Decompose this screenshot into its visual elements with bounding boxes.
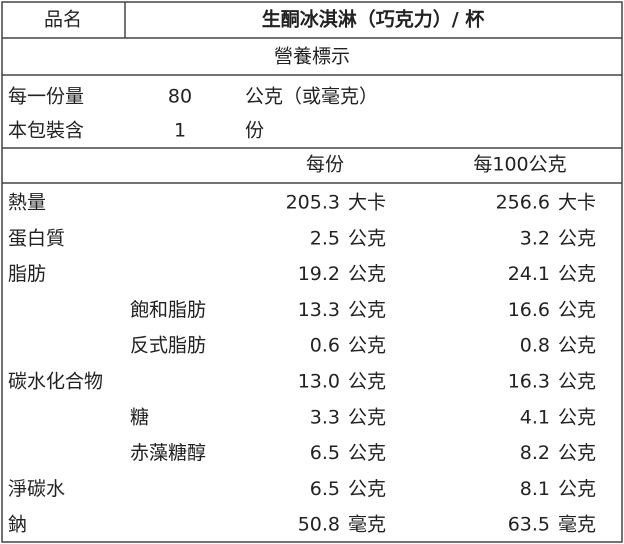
nutrient-name: 鈉 [8, 514, 27, 536]
nutrient-name: 反式脂肪 [130, 335, 206, 357]
per-serving-value: 13.0 [298, 371, 340, 393]
per-serving-value: 0.6 [310, 335, 340, 357]
nutrient-name: 飽和脂肪 [130, 299, 206, 321]
per-serving-unit: 毫克 [348, 514, 386, 536]
per-serving-unit: 公克 [348, 263, 386, 285]
serving-label: 本包裝含 [8, 120, 84, 142]
per-100g-value: 256.6 [496, 192, 550, 214]
per-100g-value: 16.3 [508, 371, 550, 393]
per-serving-unit: 公克 [348, 371, 386, 393]
per-serving-unit: 公克 [348, 478, 386, 500]
serving-value: 1 [174, 120, 186, 142]
title: 營養標示 [274, 46, 350, 68]
nutrient-name: 赤藻糖醇 [130, 442, 206, 464]
per-100g-value: 8.1 [520, 478, 550, 500]
per-100g-value: 0.8 [520, 335, 550, 357]
per-serving-value: 6.5 [310, 478, 340, 500]
nutrient-name: 淨碳水 [8, 478, 65, 500]
nutrient-name: 糖 [130, 406, 149, 428]
per-100g-unit: 毫克 [558, 514, 596, 536]
per-serving-unit: 公克 [348, 299, 386, 321]
per-serving-value: 13.3 [298, 299, 340, 321]
nutrient-name: 熱量 [8, 192, 46, 214]
per-serving-unit: 公克 [348, 442, 386, 464]
per-serving-value: 205.3 [286, 192, 340, 214]
per-100g-unit: 公克 [558, 263, 596, 285]
per-100g-unit: 公克 [558, 406, 596, 428]
per-100g-value: 3.2 [520, 227, 550, 249]
per-100g-unit: 大卡 [558, 192, 596, 214]
product-name: 生酮冰淇淋（巧克力）/ 杯 [262, 8, 485, 31]
per-100g-unit: 公克 [558, 478, 596, 500]
per-100g-value: 8.2 [520, 442, 550, 464]
per-serving-value: 3.3 [310, 406, 340, 428]
per-100g-value: 4.1 [520, 406, 550, 428]
per-100g-value: 63.5 [508, 514, 550, 536]
per-serving-value: 6.5 [310, 442, 340, 464]
column-header: 每份 [306, 154, 344, 176]
per-serving-value: 19.2 [298, 263, 340, 285]
serving-label: 每一份量 [8, 86, 84, 108]
per-100g-value: 24.1 [508, 263, 550, 285]
per-serving-value: 2.5 [310, 227, 340, 249]
per-serving-unit: 公克 [348, 227, 386, 249]
serving-unit: 份 [245, 120, 264, 142]
per-serving-value: 50.8 [298, 514, 340, 536]
per-100g-unit: 公克 [558, 299, 596, 321]
nutrient-name: 碳水化合物 [8, 371, 103, 393]
per-100g-unit: 公克 [558, 227, 596, 249]
per-100g-unit: 公克 [558, 335, 596, 357]
column-header: 每100公克 [473, 154, 566, 176]
per-serving-unit: 大卡 [348, 192, 386, 214]
per-100g-value: 16.6 [508, 299, 550, 321]
header-label: 品名 [44, 9, 82, 31]
nutrient-name: 蛋白質 [8, 227, 65, 249]
serving-value: 80 [168, 86, 192, 108]
per-serving-unit: 公克 [348, 406, 386, 428]
per-100g-unit: 公克 [558, 442, 596, 464]
per-serving-unit: 公克 [348, 335, 386, 357]
serving-unit: 公克（或毫克） [245, 86, 378, 108]
nutrient-name: 脂肪 [8, 263, 46, 285]
per-100g-unit: 公克 [558, 371, 596, 393]
